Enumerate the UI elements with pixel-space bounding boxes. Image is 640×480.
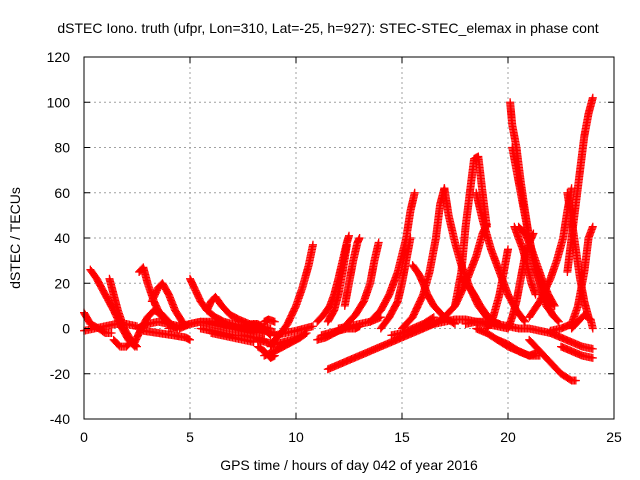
data-point <box>520 317 529 326</box>
data-point <box>550 301 559 310</box>
series-arc-09 <box>139 326 194 344</box>
series-arc-12 <box>175 317 258 338</box>
data-point <box>504 245 512 254</box>
axis-ticks <box>83 56 615 420</box>
series-arc-56 <box>563 93 597 276</box>
y-tick-label: 120 <box>47 49 71 65</box>
series-arc-55 <box>546 222 597 335</box>
data-point <box>355 234 364 242</box>
y-axis-label: dSTEC / TECUs <box>7 187 23 289</box>
series-arc-50 <box>504 229 538 333</box>
series-arc-45 <box>493 335 540 360</box>
data-point <box>296 333 305 342</box>
data-point <box>249 338 258 347</box>
series-arc-22 <box>253 333 305 349</box>
y-tick-label: 100 <box>47 94 71 110</box>
x-tick-label: 5 <box>186 429 194 445</box>
data-point <box>270 317 279 326</box>
series-arc-28 <box>340 234 364 310</box>
y-tick-label: 60 <box>54 185 70 201</box>
series-arc-59 <box>567 310 597 333</box>
series-arc-26 <box>323 240 351 326</box>
y-tick-label: -20 <box>50 366 70 382</box>
y-tick-label: 80 <box>54 140 70 156</box>
data-point <box>588 93 597 102</box>
data-point <box>531 290 540 299</box>
x-tick-label: 0 <box>80 429 88 445</box>
series-arc-23 <box>270 322 317 340</box>
series-arc-19 <box>260 315 279 326</box>
chart-title: dSTEC Iono. truth (ufpr, Lon=310, Lat=-2… <box>57 20 598 36</box>
data-point <box>308 322 317 331</box>
data-point <box>406 234 415 242</box>
x-tick-label: 10 <box>288 429 304 445</box>
data-point <box>588 222 597 231</box>
series-arc-32 <box>376 234 415 333</box>
data-point <box>133 342 141 351</box>
data-point <box>342 240 351 249</box>
data-point <box>571 376 580 385</box>
data-point <box>549 300 558 309</box>
data-point <box>125 339 134 348</box>
series-arc-05 <box>109 335 135 351</box>
tick-labels: 0 5 10 15 20 25 -40 -20 0 20 40 60 80 100 120 <box>47 49 622 445</box>
series-arc-20 <box>266 240 317 351</box>
data-point <box>529 229 538 238</box>
data-point <box>550 313 559 322</box>
series-arc-16 <box>207 329 258 347</box>
series-arc-33 <box>323 324 428 374</box>
y-tick-label: -40 <box>50 411 70 427</box>
y-tick-label: 40 <box>54 230 70 246</box>
data-markers <box>80 93 597 385</box>
series-arc-57 <box>546 329 597 353</box>
data-point <box>107 329 116 338</box>
data-point <box>520 316 529 325</box>
data-point <box>410 188 419 197</box>
series-arc-51 <box>514 222 559 310</box>
data-point <box>302 329 311 338</box>
x-tick-label: 15 <box>394 429 410 445</box>
data-point <box>588 353 597 362</box>
data-point <box>374 238 383 247</box>
x-tick-label: 20 <box>500 429 516 445</box>
data-point <box>554 317 563 326</box>
data-point <box>308 240 317 249</box>
y-tick-label: 20 <box>54 275 70 291</box>
series-arc-43 <box>482 245 512 333</box>
series-arc-10 <box>133 317 184 333</box>
y-tick-label: 0 <box>62 321 70 337</box>
data-point <box>265 330 274 339</box>
series-arc-40 <box>451 152 491 310</box>
series-arc-04 <box>105 274 141 351</box>
data-point <box>549 311 558 320</box>
series-arc-17 <box>239 319 275 340</box>
series-arc-31 <box>366 188 419 326</box>
data-point <box>186 335 194 344</box>
x-axis-label: GPS time / hours of day 042 of year 2016 <box>220 457 478 473</box>
data-point <box>588 324 597 333</box>
data-point <box>345 231 353 240</box>
data-point <box>588 344 597 353</box>
data-point <box>429 313 438 322</box>
x-tick-label: 25 <box>606 429 622 445</box>
series-arc-58 <box>557 342 597 362</box>
series-arc-52 <box>525 335 580 385</box>
series-arc-29 <box>342 238 383 328</box>
